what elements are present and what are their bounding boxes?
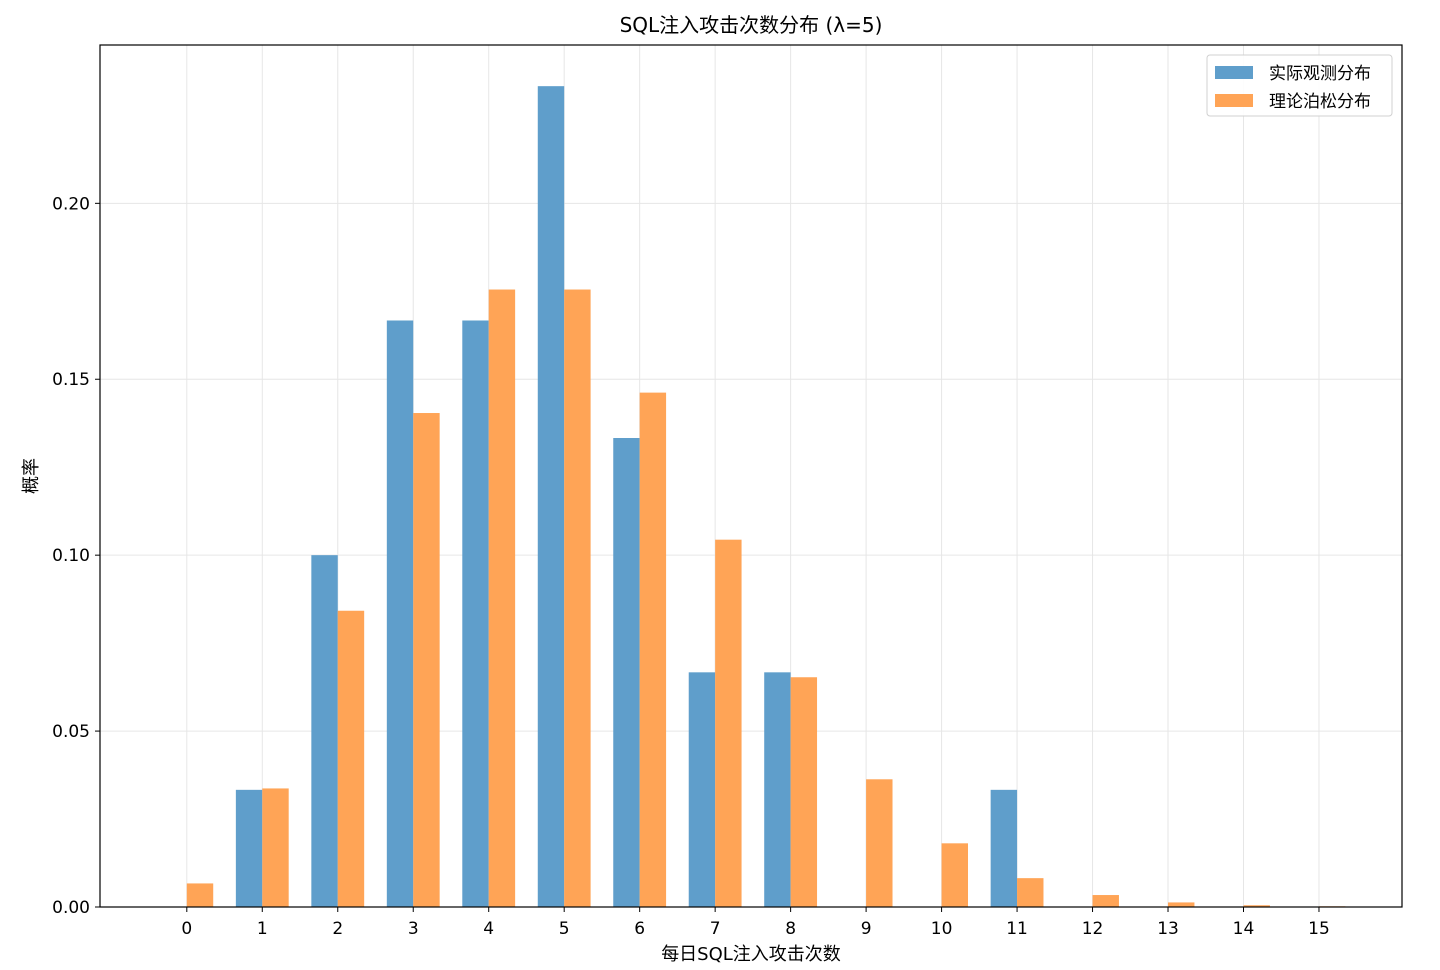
- x-tick-label: 0: [181, 919, 192, 939]
- bar: [1017, 878, 1044, 907]
- y-tick-label: 0.00: [52, 898, 90, 918]
- y-axis-label: 概率: [21, 458, 42, 494]
- chart-title: SQL注入攻击次数分布 (λ=5): [620, 13, 883, 37]
- x-tick-label: 15: [1308, 919, 1330, 939]
- x-tick-label: 8: [785, 919, 796, 939]
- bar: [311, 555, 338, 907]
- bar: [1092, 895, 1119, 907]
- bar: [688, 672, 716, 907]
- bar: [715, 539, 742, 907]
- legend-entry-label: 实际观测分布: [1269, 64, 1371, 84]
- bar: [866, 779, 893, 907]
- x-axis-ticks: 0 1 2 3 4 5 6 7 8 9 10 11 12 13 14 15: [181, 907, 1330, 939]
- x-tick-label: 1: [257, 919, 268, 939]
- legend-entry-label: 理论泊松分布: [1269, 92, 1371, 112]
- plot-frame: [99, 44, 1403, 908]
- legend-swatch: [1215, 94, 1253, 107]
- legend-box: [1206, 54, 1393, 117]
- bar: [488, 289, 516, 908]
- bar: [790, 677, 818, 907]
- bar: [639, 392, 667, 907]
- bar: [1168, 902, 1195, 907]
- y-tick-label: 0.15: [52, 370, 90, 390]
- x-tick-label: 3: [408, 919, 419, 939]
- y-tick-label: 0.10: [52, 546, 90, 566]
- bar: [386, 320, 414, 907]
- x-tick-label: 10: [931, 919, 953, 939]
- x-tick-label: 11: [1006, 919, 1028, 939]
- bar: [537, 86, 565, 907]
- x-tick-label: 12: [1082, 919, 1104, 939]
- legend-swatch: [1215, 66, 1253, 79]
- x-tick-label: 7: [710, 919, 721, 939]
- bar: [613, 438, 640, 907]
- x-tick-label: 6: [634, 919, 645, 939]
- bar: [564, 289, 591, 908]
- x-tick-label: 13: [1157, 919, 1179, 939]
- x-tick-label: 9: [861, 919, 872, 939]
- y-axis-ticks: 0.00 0.05 0.10 0.15 0.20: [52, 194, 100, 918]
- bar: [262, 788, 289, 907]
- y-tick-label: 0.05: [52, 722, 90, 742]
- bars: [186, 86, 1346, 908]
- bar: [1243, 905, 1270, 907]
- x-tick-label: 14: [1233, 919, 1255, 939]
- bar: [764, 672, 791, 907]
- bar: [235, 789, 263, 907]
- x-axis-label: 每日SQL注入攻击次数: [661, 944, 841, 965]
- bar: [186, 883, 214, 907]
- x-tick-label: 2: [332, 919, 343, 939]
- bar: [462, 320, 489, 907]
- y-tick-label: 0.20: [52, 194, 90, 214]
- bar: [337, 610, 365, 907]
- grid-lines: [100, 45, 1402, 908]
- bar: [413, 413, 440, 907]
- x-tick-label: 5: [559, 919, 570, 939]
- x-tick-label: 4: [483, 919, 494, 939]
- bar: [941, 843, 968, 907]
- bar: [990, 789, 1018, 907]
